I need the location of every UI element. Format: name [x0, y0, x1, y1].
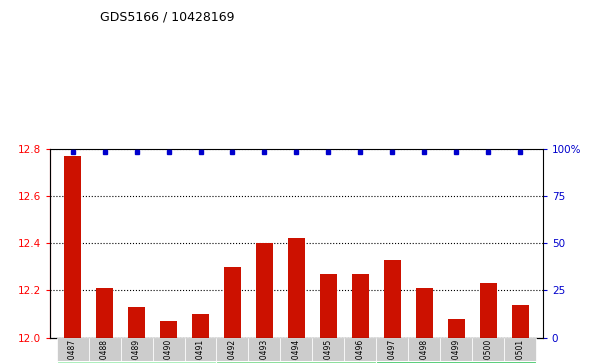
Bar [415, 288, 433, 338]
Bar [408, 338, 440, 363]
Bar [224, 267, 241, 338]
Text: GSM1350496: GSM1350496 [356, 339, 365, 363]
Text: GSM1350497: GSM1350497 [388, 339, 397, 363]
Bar [153, 338, 185, 363]
Text: GSM1350490: GSM1350490 [164, 339, 173, 363]
Bar [217, 361, 376, 363]
Text: GSM1350494: GSM1350494 [292, 339, 301, 363]
Bar [185, 338, 217, 363]
Text: GSM1350487: GSM1350487 [68, 339, 77, 363]
Text: GSM1350492: GSM1350492 [228, 339, 237, 363]
Bar [57, 338, 88, 363]
Bar [64, 156, 81, 338]
Bar [376, 361, 536, 363]
Bar [345, 338, 376, 363]
Bar [88, 338, 120, 363]
Bar [440, 338, 473, 363]
Bar [288, 238, 305, 338]
Bar [96, 288, 113, 338]
Bar [512, 305, 529, 338]
Bar [217, 338, 248, 363]
Bar [255, 243, 273, 338]
Bar [320, 274, 337, 338]
Bar [192, 314, 209, 338]
Text: GSM1350489: GSM1350489 [132, 339, 141, 363]
Bar [504, 338, 536, 363]
Bar [248, 338, 280, 363]
Text: GSM1350495: GSM1350495 [324, 339, 333, 363]
Bar [57, 361, 217, 363]
Bar [160, 321, 178, 338]
Text: GSM1350498: GSM1350498 [420, 339, 429, 363]
Bar [313, 338, 345, 363]
Text: GSM1350499: GSM1350499 [452, 339, 461, 363]
Bar [376, 338, 408, 363]
Text: GSM1350491: GSM1350491 [196, 339, 205, 363]
Bar [120, 338, 153, 363]
Bar [280, 338, 313, 363]
Bar [448, 319, 466, 338]
Bar [480, 284, 497, 338]
Text: GSM1350501: GSM1350501 [516, 339, 525, 363]
Text: GDS5166 / 10428169: GDS5166 / 10428169 [100, 11, 235, 24]
Text: GSM1350488: GSM1350488 [100, 339, 109, 363]
Bar [127, 307, 145, 338]
Text: GSM1350500: GSM1350500 [484, 339, 493, 363]
Bar [384, 260, 401, 338]
Text: GSM1350493: GSM1350493 [260, 339, 269, 363]
Bar [352, 274, 369, 338]
Bar [473, 338, 504, 363]
